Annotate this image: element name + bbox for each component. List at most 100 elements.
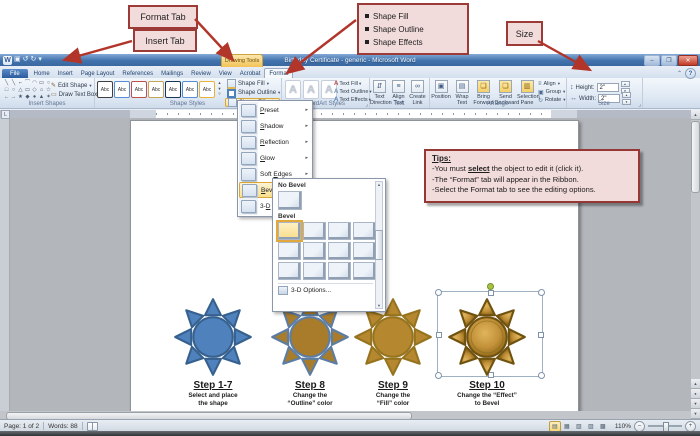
stepper-up-icon[interactable]: ▲ [622, 92, 632, 98]
scrollbar-thumb[interactable] [375, 230, 383, 260]
next-page-icon[interactable]: ▼ [691, 399, 700, 409]
undo-icon[interactable]: ↺ [22, 56, 29, 63]
draft-view-button[interactable]: ▩ [600, 423, 606, 430]
sun-shape-step-1-7[interactable] [171, 295, 255, 379]
bevel-option[interactable] [353, 222, 376, 240]
scroll-down-icon[interactable]: ▼ [377, 303, 381, 308]
align-text-button[interactable]: ≡ Align Text [389, 80, 408, 106]
bevel-option[interactable] [303, 222, 326, 240]
scroll-up-icon[interactable]: ▲ [691, 110, 700, 120]
ribbon-tab-insert[interactable]: Insert [57, 71, 73, 77]
print-layout-view-button[interactable]: ▤ [548, 420, 561, 432]
selection-handle[interactable] [488, 290, 494, 296]
scroll-down-icon[interactable]: ▼ [691, 409, 700, 419]
minimize-ribbon-icon[interactable]: ⌃ [676, 71, 682, 77]
maximize-button[interactable]: ❐ [661, 55, 677, 66]
redo-icon[interactable]: ↻ [30, 56, 37, 63]
shape-style-thumb[interactable]: Abc [114, 81, 130, 98]
shape-outline-button[interactable]: Shape Outline ▾ [225, 88, 280, 98]
help-icon[interactable]: ? [685, 68, 696, 79]
flyout-scrollbar[interactable]: ▲ ▼ [375, 181, 383, 309]
proofing-status-icon[interactable] [86, 421, 98, 431]
selection-pane-button[interactable]: ▥ Selection Pane [517, 80, 540, 106]
bevel-option[interactable] [278, 242, 301, 260]
bevel-option[interactable] [303, 242, 326, 260]
zoom-out-button[interactable]: – [634, 420, 645, 432]
minimize-button[interactable]: – [644, 55, 660, 66]
dialog-launcher-icon[interactable]: ⌟ [638, 102, 641, 108]
shape-style-thumb[interactable]: Abc [97, 81, 113, 98]
edit-shape-button[interactable]: ✎ Edit Shape ▾ [51, 82, 92, 90]
tab-selector[interactable]: L [1, 110, 10, 119]
effects-menu-item-soft-edges[interactable]: Soft Edges ▸ [239, 166, 311, 182]
bevel-option[interactable] [328, 262, 351, 280]
shape-gallery-item[interactable]: ○ [11, 87, 16, 93]
text-outline-button[interactable]: A Text Outline ▾ [334, 88, 372, 96]
bevel-option[interactable] [278, 262, 301, 280]
selection-handle[interactable] [488, 372, 494, 378]
shape-gallery-item[interactable]: → [10, 94, 17, 100]
stepper-down-icon[interactable]: ▼ [622, 99, 632, 105]
save-icon[interactable]: ▣ [14, 56, 21, 63]
scroll-up-icon[interactable]: ▲ [377, 182, 381, 187]
sun-shape-step-9[interactable] [351, 295, 435, 379]
gallery-down-icon[interactable]: ▾ [218, 85, 221, 91]
stepper-up-icon[interactable]: ▲ [620, 81, 630, 87]
shape-style-thumb[interactable]: Abc [165, 81, 181, 98]
shape-style-thumb[interactable]: Abc [199, 81, 215, 98]
position-button[interactable]: ▣ Position [431, 80, 451, 100]
group-button[interactable]: ▣ Group ▾ [538, 89, 566, 96]
bring-forward-button[interactable]: ❏ Bring Forward [473, 80, 494, 106]
shape-style-thumb[interactable]: Abc [148, 81, 164, 98]
shape-gallery-item[interactable]: ✶ [46, 94, 51, 100]
shape-gallery-item[interactable]: △ [18, 87, 23, 93]
shape-selection-box[interactable] [435, 283, 545, 379]
shape-gallery-item[interactable]: ← [3, 94, 10, 100]
shape-gallery-item[interactable]: ◠ [32, 80, 37, 86]
bevel-option[interactable] [353, 242, 376, 260]
select-browse-object-icon[interactable]: ● [691, 389, 700, 399]
draw-text-box-button[interactable]: ▭ Draw Text Box [51, 91, 97, 99]
shape-style-thumb[interactable]: Abc [182, 81, 198, 98]
text-effects-button[interactable]: A Text Effects ▾ [334, 96, 371, 104]
shape-gallery-item[interactable]: ╲ [11, 80, 16, 86]
ribbon-tab-format[interactable]: Format [264, 68, 294, 78]
width-input[interactable]: 2" [598, 94, 621, 103]
effects-menu-item-glow[interactable]: Glow ▸ [239, 150, 311, 166]
rotate-button[interactable]: ↻ Rotate ▾ [538, 97, 566, 104]
align-button[interactable]: ≡ Align ▾ [538, 81, 561, 87]
zoom-slider[interactable] [648, 422, 682, 432]
sun-shape-step-10[interactable] [445, 295, 529, 379]
text-direction-button[interactable]: ⇵ Text Direction [370, 80, 392, 106]
text-fill-button[interactable]: A Text Fill ▾ [334, 80, 368, 88]
shape-gallery-item[interactable]: ◆ [25, 94, 30, 100]
effects-menu-item-preset[interactable]: Preset ▸ [239, 102, 311, 118]
bevel-option[interactable] [303, 262, 326, 280]
bevel-option[interactable] [328, 242, 351, 260]
shape-gallery-item[interactable]: ▲ [38, 94, 45, 100]
shape-fill-button[interactable]: Shape Fill ▾ [225, 78, 280, 90]
height-input[interactable]: 2" [596, 83, 619, 92]
selection-handle[interactable] [435, 289, 442, 296]
width-stepper[interactable]: ▲ ▼ [622, 92, 632, 105]
shape-style-thumb[interactable]: Abc [131, 81, 147, 98]
ribbon-tab-file[interactable]: File [2, 69, 28, 78]
ribbon-tab-home[interactable]: Home [33, 71, 50, 77]
gallery-more-icon[interactable]: ▿ [218, 91, 221, 96]
shape-gallery-item[interactable]: ● [32, 94, 37, 100]
outline-view-button[interactable]: ▨ [588, 423, 594, 430]
ribbon-tab-mailings[interactable]: Mailings [161, 71, 184, 77]
close-button[interactable]: ✕ [678, 55, 698, 66]
web-layout-view-button[interactable]: ▧ [576, 423, 582, 430]
shape-gallery-item[interactable]: □ [4, 87, 9, 93]
gallery-up-icon[interactable]: ▴ [218, 80, 221, 85]
shape-gallery-item[interactable]: ⌂ [39, 87, 44, 93]
shape-gallery-item[interactable]: ◇ [32, 87, 37, 93]
word-count[interactable]: Words: 88 [48, 422, 78, 430]
3d-options-button[interactable]: 3-D Options... [278, 286, 373, 295]
shape-gallery-item[interactable]: ⌐ [18, 80, 23, 86]
shape-gallery-item[interactable]: ○ [46, 80, 51, 86]
qat-dropdown-icon[interactable]: ▾ [38, 56, 42, 63]
shape-gallery-item[interactable]: ⌒ [24, 80, 31, 86]
shape-gallery-item[interactable]: ▭ [38, 80, 45, 86]
